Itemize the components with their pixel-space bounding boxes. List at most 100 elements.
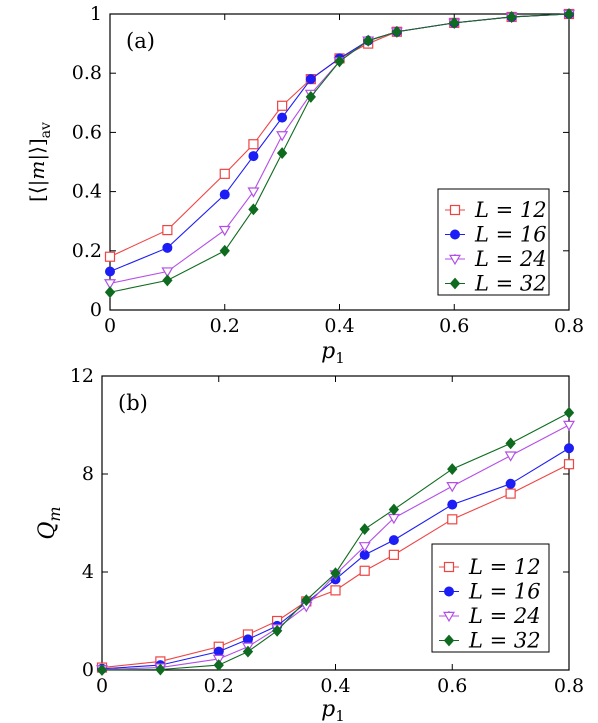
- data-point: [162, 274, 173, 287]
- legend-marker: [449, 254, 461, 266]
- series-line: [109, 13, 570, 293]
- legend-label: L = 32: [468, 629, 541, 653]
- x-tick-label: 0.2: [204, 675, 234, 697]
- data-point: [563, 459, 575, 470]
- data-point: [334, 55, 345, 68]
- legend-b: L = 12L = 16L = 24L = 32: [431, 543, 550, 653]
- y-tick-label: 0.4: [72, 181, 102, 203]
- legend-entry: L = 12: [445, 198, 547, 222]
- data-point: [104, 279, 116, 290]
- y-tick-label: 0.2: [72, 240, 102, 262]
- legend-entry: L = 32: [439, 629, 541, 653]
- legend-marker: [444, 586, 454, 597]
- y-tick-label: 12: [70, 365, 94, 387]
- data-point: [330, 585, 341, 596]
- data-point: [449, 16, 460, 29]
- data-point: [388, 503, 400, 516]
- y-tick-label: 0: [90, 299, 102, 321]
- legend-entry: L = 12: [439, 555, 541, 579]
- legend-marker: [443, 634, 455, 647]
- data-point: [162, 242, 173, 253]
- panel-label-b: (b): [118, 391, 148, 415]
- data-point: [504, 451, 517, 462]
- data-point: [388, 549, 399, 560]
- data-point: [247, 187, 260, 198]
- x-tick-label: 0.2: [210, 315, 240, 337]
- data-point: [363, 34, 374, 47]
- x-axis-label-b: p1: [321, 697, 345, 723]
- legend-marker: [449, 277, 461, 290]
- data-point: [277, 112, 288, 123]
- data-point: [161, 267, 174, 278]
- data-point: [391, 25, 403, 38]
- data-point: [563, 420, 575, 432]
- data-point: [155, 663, 166, 676]
- data-point: [276, 131, 289, 142]
- series-l32-b: [96, 406, 575, 676]
- data-point: [213, 659, 224, 672]
- y-tick-label: 0.8: [72, 62, 102, 84]
- data-point: [248, 151, 259, 162]
- data-point: [104, 286, 116, 299]
- data-point: [505, 488, 516, 499]
- y-tick-label: 8: [82, 463, 94, 485]
- data-point: [358, 542, 371, 553]
- x-tick-label: 0: [104, 315, 116, 337]
- data-point: [271, 624, 283, 637]
- legend-label: L = 16: [474, 223, 547, 247]
- x-axis-label-a: p1: [321, 339, 345, 367]
- data-point: [277, 100, 288, 111]
- data-point: [305, 90, 316, 103]
- y-axis-label-b: Qm: [35, 506, 64, 539]
- data-point: [330, 567, 341, 580]
- data-point: [276, 147, 288, 160]
- x-tick-label: 0.6: [439, 315, 469, 337]
- x-tick-label: 0.4: [324, 315, 354, 337]
- data-point: [506, 11, 517, 23]
- series-line: [101, 412, 570, 671]
- y-tick-label: 4: [82, 561, 94, 583]
- legend-entry: L = 24: [445, 247, 547, 271]
- legend-entry: L = 24: [439, 604, 541, 628]
- y-axis-label-a: [⟨|m|⟩]av: [25, 122, 54, 202]
- data-point: [359, 565, 370, 576]
- data-point: [563, 406, 575, 419]
- data-point: [248, 203, 259, 216]
- panel-label-a: (a): [126, 29, 155, 53]
- x-tick-label: 0.8: [554, 675, 584, 697]
- legend-a: L = 12L = 16L = 24L = 32: [437, 188, 550, 296]
- x-tick-label: 0.4: [320, 675, 350, 697]
- data-point: [104, 251, 116, 262]
- y-tick-label: 0.6: [72, 121, 102, 143]
- data-point: [242, 645, 254, 658]
- data-point: [162, 224, 173, 236]
- legend-entry: L = 16: [439, 580, 541, 604]
- data-point: [305, 74, 316, 85]
- data-point: [447, 463, 458, 476]
- data-point: [359, 523, 370, 536]
- data-point: [446, 482, 459, 493]
- legend-marker: [450, 229, 460, 240]
- x-tick-label: 0.6: [437, 675, 467, 697]
- data-point: [301, 594, 312, 607]
- y-tick-label: 0: [82, 659, 94, 681]
- legend-label: L = 12: [474, 198, 547, 222]
- data-point: [219, 189, 230, 200]
- legend-label: L = 24: [474, 247, 547, 271]
- data-point: [388, 535, 399, 546]
- series-line: [101, 424, 570, 671]
- series-l32-a: [104, 8, 575, 299]
- legend-label: L = 12: [468, 555, 541, 579]
- legend-marker: [449, 204, 461, 216]
- y-tick-label: 1: [90, 3, 102, 25]
- panel-a: 0 0.2 0.4 0.6 0.8 0 0.2 0.4 0.6 0.8 1 (a) p1 [⟨|m|…: [25, 3, 584, 367]
- data-point: [564, 443, 574, 454]
- data-point: [218, 225, 231, 237]
- panel-b: 0 0.2 0.4 0.6 0.8 0 4 8 12 (b) p1 Qm L = 12L = 1…: [35, 365, 584, 723]
- legend-entry: L = 16: [445, 223, 547, 247]
- data-point: [447, 514, 458, 525]
- data-point: [505, 437, 516, 450]
- x-tick-label: 0: [96, 675, 108, 697]
- data-point: [447, 499, 458, 510]
